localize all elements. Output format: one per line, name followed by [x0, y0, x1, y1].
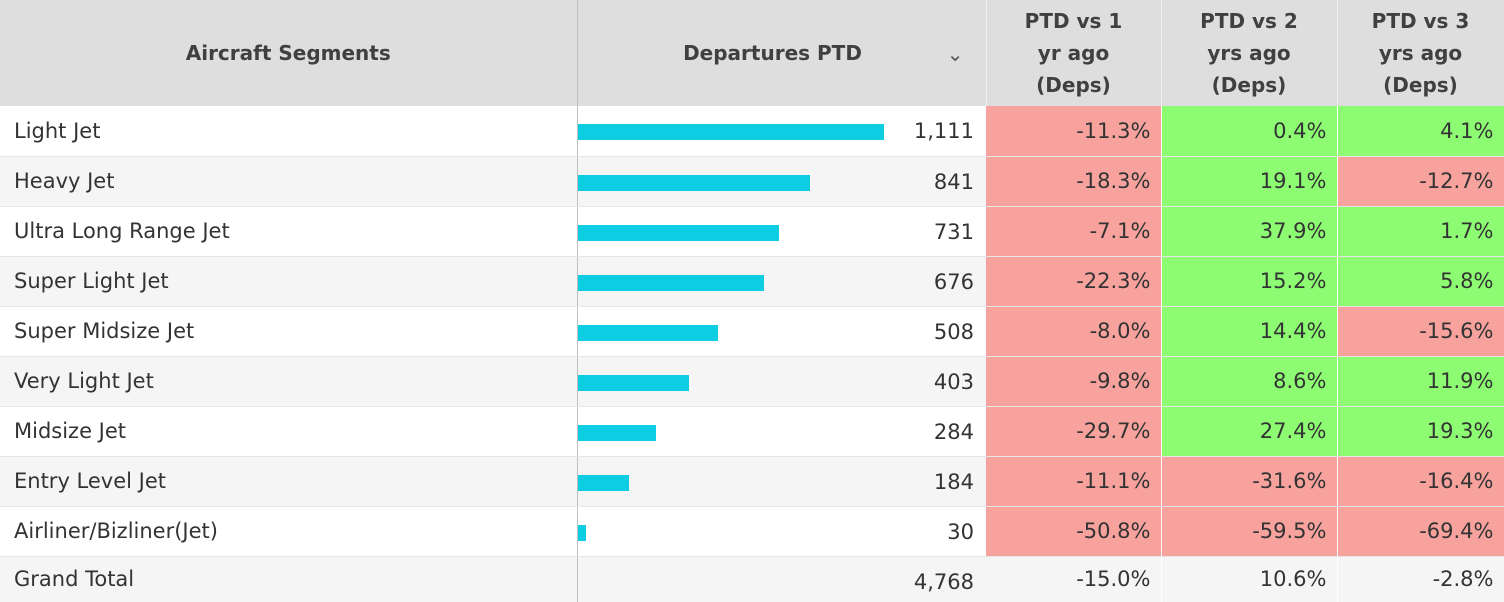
segment-name: Ultra Long Range Jet: [0, 206, 578, 257]
table-row: Super Midsize Jet 508 -8.0% 14.4% -15.6%: [0, 306, 1504, 357]
header-line: PTD vs 1: [1024, 9, 1123, 33]
departures-cell: 284: [577, 406, 986, 457]
table-body: Light Jet 1,111 -11.3% 0.4% 4.1% Heavy Jet 841…: [0, 106, 1504, 602]
departures-bar: [577, 274, 764, 291]
table-row: Heavy Jet 841 -18.3% 19.1% -12.7%: [0, 156, 1504, 207]
table-row: Very Light Jet 403 -9.8% 8.6% 11.9%: [0, 356, 1504, 407]
header-line: PTD vs 3: [1371, 9, 1470, 33]
ptd1-change: -29.7%: [986, 406, 1162, 457]
departures-cell: 731: [577, 206, 986, 257]
ptd2-change: 14.4%: [1161, 306, 1338, 357]
header-departures-ptd[interactable]: Departures PTD ⌄: [577, 0, 987, 106]
departures-bar: [577, 374, 689, 391]
segment-name: Very Light Jet: [0, 356, 578, 407]
table-row: Super Light Jet 676 -22.3% 15.2% 5.8%: [0, 256, 1504, 307]
segment-name: Light Jet: [0, 106, 578, 157]
ptd1-change: -7.1%: [986, 206, 1162, 257]
header-line: PTD vs 2: [1200, 9, 1298, 33]
ptd2-change: 19.1%: [1161, 156, 1338, 207]
ptd2-change: 15.2%: [1161, 256, 1338, 307]
header-line: yrs ago: [1378, 41, 1463, 65]
departures-value: 1,111: [913, 119, 974, 143]
header-line: (Deps): [1036, 73, 1111, 97]
header-departures-label: Departures PTD: [683, 41, 862, 65]
header-line: yr ago: [1037, 41, 1110, 65]
segment-name: Entry Level Jet: [0, 456, 578, 507]
ptd1-change: -11.1%: [986, 456, 1162, 507]
segment-name: Midsize Jet: [0, 406, 578, 457]
table-row: Airliner/Bizliner(Jet) 30 -50.8% -59.5% -69.…: [0, 506, 1504, 557]
departures-cell: 676: [577, 256, 986, 307]
ptd3-change: -69.4%: [1337, 506, 1504, 557]
chevron-down-icon[interactable]: ⌄: [946, 42, 964, 66]
departures-bar: [577, 124, 884, 140]
ptd3-change: -15.6%: [1337, 306, 1504, 357]
header-ptd-vs-3[interactable]: PTD vs 3 yrs ago (Deps): [1337, 0, 1504, 106]
departures-cell: 1,111: [577, 106, 986, 157]
departures-value: 676: [933, 269, 974, 294]
table-row: Light Jet 1,111 -11.3% 0.4% 4.1%: [0, 106, 1504, 157]
ptd2-change: 0.4%: [1161, 106, 1338, 157]
departures-cell: 30: [577, 506, 986, 557]
total-label: Grand Total: [0, 556, 578, 602]
total-ptd1: -15.0%: [986, 556, 1162, 602]
ptd1-change: -50.8%: [986, 506, 1162, 557]
departures-cell: 508: [577, 306, 986, 357]
ptd1-change: -8.0%: [986, 306, 1162, 357]
header-line: yrs ago: [1207, 41, 1291, 65]
departures-bar: [577, 474, 629, 491]
ptd3-change: 1.7%: [1337, 206, 1504, 257]
departures-cell: 403: [577, 356, 986, 407]
ptd3-change: -16.4%: [1337, 456, 1504, 507]
segment-name: Super Light Jet: [0, 256, 578, 307]
segment-name: Super Midsize Jet: [0, 306, 578, 357]
ptd2-change: 8.6%: [1161, 356, 1338, 407]
ptd1-change: -18.3%: [986, 156, 1162, 207]
departures-value: 184: [933, 469, 974, 494]
header-aircraft-segments[interactable]: Aircraft Segments: [0, 0, 578, 106]
ptd3-change: -12.7%: [1337, 156, 1504, 207]
header-line: (Deps): [1383, 73, 1458, 97]
departures-value: 30: [947, 519, 974, 544]
ptd3-change: 5.8%: [1337, 256, 1504, 307]
header-row: Aircraft Segments Departures PTD ⌄ PTD v…: [0, 0, 1504, 106]
departures-cell: 841: [577, 156, 986, 207]
departures-bar: [577, 524, 586, 541]
ptd2-change: -59.5%: [1161, 506, 1338, 557]
departures-bar: [577, 324, 718, 341]
header-line: (Deps): [1211, 73, 1287, 97]
table-row: Ultra Long Range Jet 731 -7.1% 37.9% 1.7%: [0, 206, 1504, 257]
ptd3-change: 19.3%: [1337, 406, 1504, 457]
header-ptd-vs-1[interactable]: PTD vs 1 yr ago (Deps): [986, 0, 1162, 106]
total-departures: 4,768: [913, 569, 974, 594]
ptd2-change: 37.9%: [1161, 206, 1338, 257]
departures-value: 403: [933, 369, 974, 394]
ptd2-change: 27.4%: [1161, 406, 1338, 457]
grand-total-row: Grand Total 4,768 -15.0% 10.6% -2.8%: [0, 556, 1504, 602]
departures-cell: 184: [577, 456, 986, 507]
ptd3-change: 11.9%: [1337, 356, 1504, 407]
ptd1-change: -9.8%: [986, 356, 1162, 407]
departures-value: 508: [933, 319, 974, 344]
departures-value: 841: [933, 169, 974, 194]
ptd1-change: -22.3%: [986, 256, 1162, 307]
ptd3-change: 4.1%: [1337, 106, 1504, 157]
departures-bar: [577, 424, 656, 441]
total-ptd3: -2.8%: [1337, 556, 1504, 602]
total-departures-cell: 4,768: [577, 556, 986, 602]
table-row: Entry Level Jet 184 -11.1% -31.6% -16.4%: [0, 456, 1504, 507]
segment-name: Airliner/Bizliner(Jet): [0, 506, 578, 557]
total-ptd2: 10.6%: [1161, 556, 1338, 602]
departures-bar: [577, 174, 810, 191]
segment-name: Heavy Jet: [0, 156, 578, 207]
table-row: Midsize Jet 284 -29.7% 27.4% 19.3%: [0, 406, 1504, 457]
departures-value: 284: [933, 419, 974, 444]
ptd2-change: -31.6%: [1161, 456, 1338, 507]
ptd1-change: -11.3%: [986, 106, 1162, 157]
departures-bar: [577, 224, 779, 241]
departures-value: 731: [933, 219, 974, 244]
header-ptd-vs-2[interactable]: PTD vs 2 yrs ago (Deps): [1161, 0, 1338, 106]
